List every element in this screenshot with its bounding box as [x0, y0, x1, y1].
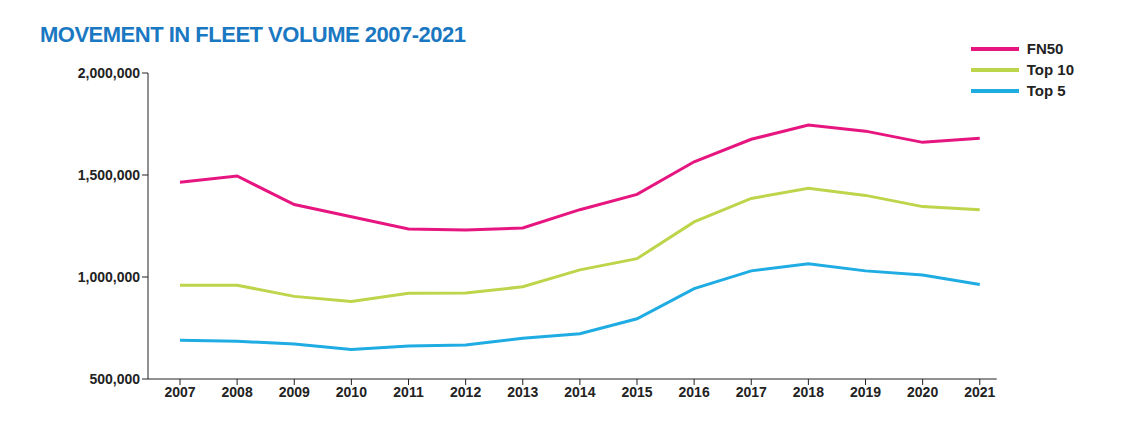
svg-text:2009: 2009: [279, 384, 310, 400]
html-text:Top 10: Top 10: [1026, 61, 1074, 78]
svg-text:2010: 2010: [336, 384, 367, 400]
svg-text:2012: 2012: [450, 384, 481, 400]
svg-text:2019: 2019: [850, 384, 881, 400]
svg-text:2,000,000: 2,000,000: [78, 65, 140, 81]
svg-text:1,500,000: 1,500,000: [78, 167, 140, 183]
html-text:MOVEMENT IN FLEET VOLUME 2007-: MOVEMENT IN FLEET VOLUME 2007-2021: [40, 22, 466, 47]
svg-text:2015: 2015: [621, 384, 652, 400]
svg-text:2013: 2013: [507, 384, 538, 400]
svg-text:1,000,000: 1,000,000: [78, 269, 140, 285]
svg-text:2017: 2017: [736, 384, 767, 400]
html-text:FN50: FN50: [1026, 40, 1064, 57]
svg-text:500,000: 500,000: [89, 371, 140, 387]
svg-text:2014: 2014: [564, 384, 595, 400]
svg-text:2008: 2008: [222, 384, 253, 400]
html-text:Top 5: Top 5: [1026, 82, 1066, 99]
svg-text:2007: 2007: [164, 384, 195, 400]
svg-text:2020: 2020: [907, 384, 938, 400]
svg-text:2016: 2016: [679, 384, 710, 400]
svg-text:2018: 2018: [793, 384, 824, 400]
svg-text:2021: 2021: [964, 384, 995, 400]
svg-text:2011: 2011: [393, 384, 424, 400]
